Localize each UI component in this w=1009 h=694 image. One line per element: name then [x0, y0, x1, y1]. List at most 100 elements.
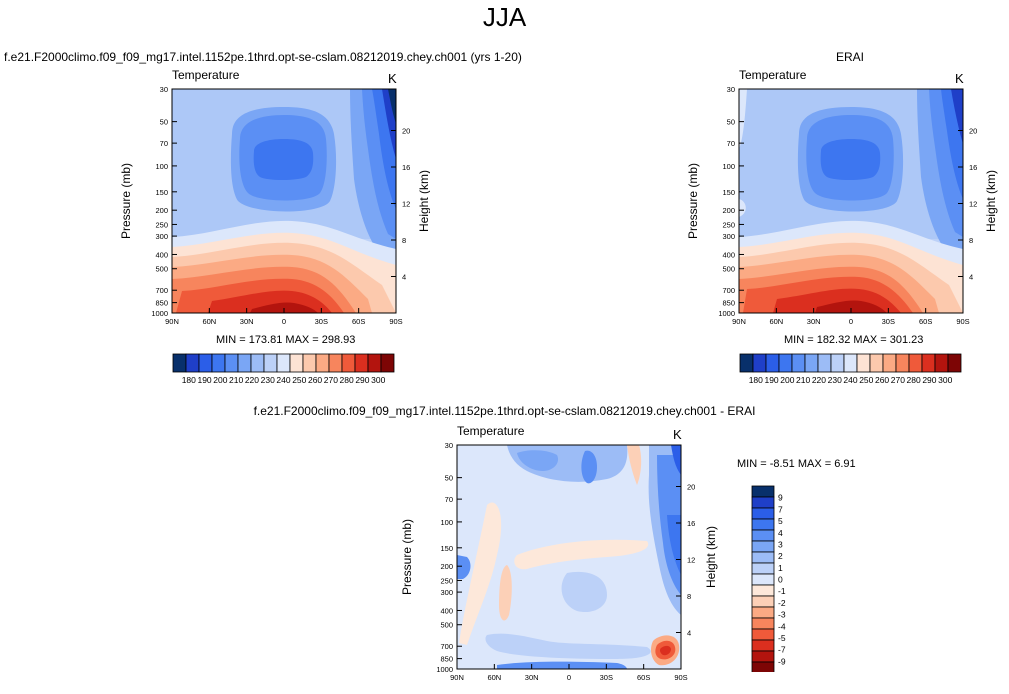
panel-diff-ytick-label: 150 [440, 544, 453, 553]
panel-model-y2tick-label: 16 [402, 163, 410, 172]
panel-diff-colorbar: 97 5 43 2 1 0-1 -2 -3-4 -5 -7-9 [751, 485, 786, 672]
panel-model-colorbar-label: 270 [324, 375, 338, 385]
panel-model-xtick-label: 0 [282, 317, 286, 326]
panel-obs-colorbar-label: 240 [843, 375, 857, 385]
panel-diff-contour-7 [667, 515, 681, 575]
panel-obs-ytick-label: 300 [722, 232, 735, 241]
panel-obs-colorbar-box [934, 353, 949, 373]
panel-diff-y2tick-label: 20 [687, 482, 695, 491]
panel-diff-ytick-label: 250 [440, 576, 453, 585]
panel-model-colorbar-box [185, 353, 200, 373]
panel-diff-xtick-label: 0 [567, 673, 571, 682]
panel-diff-contour-3 [581, 450, 597, 484]
panel-model-ytick-label: 70 [160, 139, 168, 148]
panel-obs-colorbar-box [869, 353, 884, 373]
panel-obs-ytick-label: 70 [727, 139, 735, 148]
panel-obs-colorbar-box [882, 353, 897, 373]
panel-obs-y2tick-label: 8 [969, 236, 973, 245]
panel-model-ytick-label: 30 [160, 85, 168, 94]
panel-obs-colorbar-box [804, 353, 819, 373]
panel-diff-ytick-label: 500 [440, 621, 453, 630]
panel-diff-contour-18 [659, 645, 671, 656]
panel-diff-colorbar-box [751, 551, 775, 564]
panel-diff-ytick-label: 700 [440, 642, 453, 651]
panel-diff-colorbar-box [751, 628, 775, 641]
panel-model-colorbar-label: 210 [229, 375, 243, 385]
panel-diff-contour-9 [459, 502, 502, 645]
panel-obs-colorbar-label: 290 [922, 375, 936, 385]
panel-obs-colorbar-label: 230 [828, 375, 842, 385]
panel-obs-colorbar-label: 270 [891, 375, 905, 385]
panel-obs-chart: Temperature K 30507010015020025030040050… [686, 68, 998, 326]
panel-obs-stats: MIN = 182.32 MAX = 301.23 [784, 334, 924, 346]
panel-obs-ytick-label: 700 [722, 286, 735, 295]
panel-diff-colorbar-label: -5 [778, 633, 786, 643]
panel-model-colorbar-box [354, 353, 369, 373]
panel-obs-colorbar-box [843, 353, 858, 373]
panel-diff-ylabel: Pressure (mb) [400, 519, 414, 595]
panel-model-ytick-label: 250 [155, 220, 168, 229]
panel-diff-contour-8 [671, 445, 681, 475]
panel-model-colorbar-box [224, 353, 239, 373]
panel-obs-contour-18 [815, 300, 887, 313]
panel-diff-ytick-label: 200 [440, 562, 453, 571]
panel-model-ytick-label: 700 [155, 286, 168, 295]
panel-model-colorbar: 180 190 200 210 220 230 240 250 260 270 280 290 300 [172, 353, 395, 385]
panel-model-colorbar-box [237, 353, 252, 373]
panel-obs-y2label: Height (km) [984, 170, 998, 232]
panel-model-left-label: Temperature [172, 68, 240, 82]
panel-diff-contour-12 [457, 555, 471, 579]
panel-obs-ytick-label: 100 [722, 162, 735, 171]
panel-obs-colorbar-box [856, 353, 871, 373]
panel-diff-right-label: K [673, 427, 682, 442]
panel-diff-ytick-label: 400 [440, 606, 453, 615]
panel-diff-y2tick-label: 12 [687, 555, 695, 564]
panel-obs-contour-2 [739, 89, 747, 149]
panel-diff-colorbar-label: 5 [778, 516, 783, 526]
panel-diff-colorbar-box [751, 540, 775, 553]
panel-obs-colorbar-label: 250 [859, 375, 873, 385]
panel-diff-xtick-label: 30S [600, 673, 613, 682]
panel-diff-colorbar-label: -9 [778, 656, 786, 666]
panel-diff-colorbar-label: 4 [778, 528, 783, 538]
panel-obs-colorbar-box [895, 353, 910, 373]
panel-model-colorbar-label: 300 [371, 375, 385, 385]
panel-diff-ytick-label: 30 [445, 441, 453, 450]
panel-diff-contour-10 [514, 539, 649, 570]
panel-diff-xtick-label: 60N [487, 673, 501, 682]
panel-diff-colorbar-label: -4 [778, 621, 786, 631]
panel-obs-colorbar-label: 280 [907, 375, 921, 385]
panel-model-ytick-label: 1000 [151, 309, 168, 318]
panel-obs-left-label: Temperature [739, 68, 807, 82]
panel-diff-ytick-label: 300 [440, 588, 453, 597]
panel-diff-colorbar-label: -7 [778, 645, 786, 655]
panel-model-colorbar-box [172, 353, 187, 373]
panel-obs-colorbar-label: 210 [796, 375, 810, 385]
panel-model-ytick-label: 400 [155, 250, 168, 259]
panel-diff-y2label: Height (km) [704, 526, 718, 588]
panel-diff-contour-14 [485, 633, 651, 659]
panel-model-colorbar-box [341, 353, 356, 373]
panel-obs-y2tick-label: 20 [969, 126, 977, 135]
panel-diff-colorbar-label: -3 [778, 610, 786, 620]
panel-model-colorbar-label: 250 [292, 375, 306, 385]
panel-diff-colorbar-box [751, 595, 775, 608]
panel-obs-y2tick-label: 4 [969, 272, 973, 281]
panel-model-colorbar-box [276, 353, 291, 373]
panel-obs-colorbar-label: 180 [749, 375, 763, 385]
panel-diff-contour-4 [627, 445, 642, 485]
panel-diff-y2tick-label: 4 [687, 628, 691, 637]
panel-obs-colorbar-box [739, 353, 754, 373]
panel-model-title: f.e21.F2000climo.f09_f09_mg17.intel.1152… [4, 50, 522, 64]
panel-diff-colorbar-box [751, 617, 775, 630]
panel-obs-colorbar-box [947, 353, 962, 373]
panel-obs-colorbar-box [791, 353, 806, 373]
panel-diff-colorbar-label: -2 [778, 598, 786, 608]
panel-obs-colorbar-box [778, 353, 793, 373]
panel-model-ytick-label: 500 [155, 265, 168, 274]
panel-obs-ytick-label: 250 [722, 220, 735, 229]
panel-model-xtick-label: 30S [315, 317, 328, 326]
panel-model-contour-6 [388, 89, 396, 124]
panel-obs-colorbar-label: 190 [764, 375, 778, 385]
panel-diff-contour-2 [517, 450, 559, 471]
